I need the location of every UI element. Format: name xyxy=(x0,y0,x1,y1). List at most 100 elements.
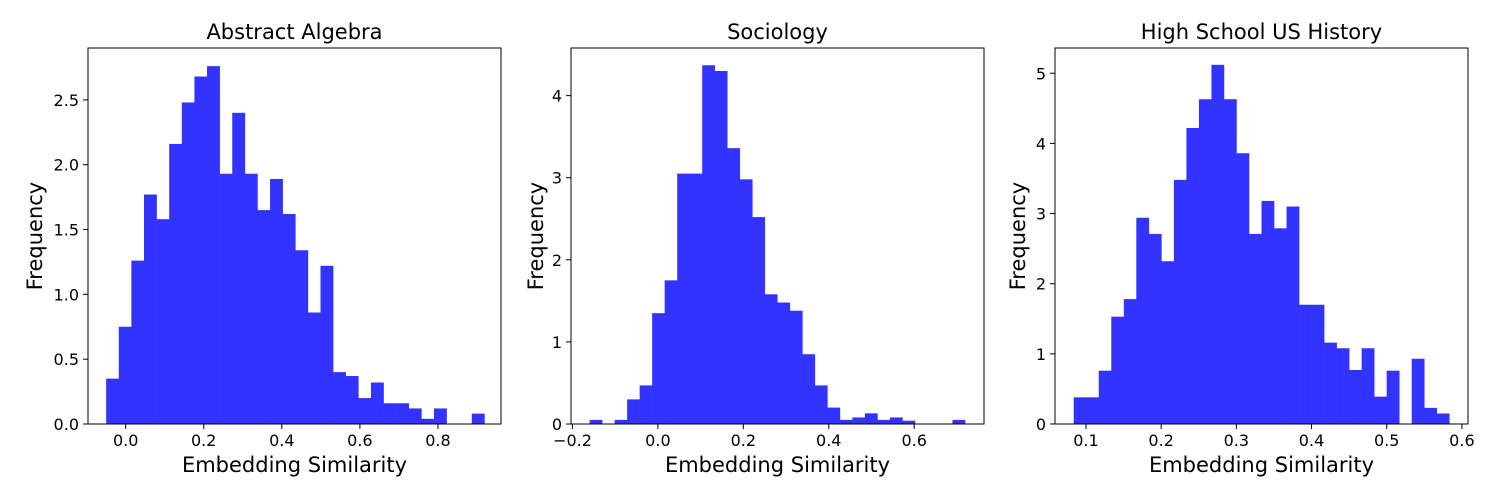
histogram-bar xyxy=(1386,370,1400,424)
histogram-bar xyxy=(902,420,916,424)
histogram-bar xyxy=(1148,233,1162,424)
x-tick-label: 0.1 xyxy=(1073,431,1098,450)
histogram-bar xyxy=(614,419,628,424)
x-axis-label: Embedding Similarity xyxy=(665,453,890,477)
histogram-bar xyxy=(396,403,410,424)
y-tick-label: 2.0 xyxy=(54,156,79,175)
histogram-bar xyxy=(689,173,703,424)
histogram-bar xyxy=(421,418,435,424)
y-tick-label: 3 xyxy=(552,169,562,188)
y-tick-label: 1.0 xyxy=(54,285,79,304)
histogram-bar xyxy=(639,385,653,424)
x-tick-label: 0.4 xyxy=(1299,431,1324,450)
histogram-bars xyxy=(589,65,966,424)
x-tick-label: −0.2 xyxy=(553,431,592,450)
histogram-bar xyxy=(889,417,903,424)
histogram-bars xyxy=(1073,64,1450,425)
y-axis-ticks: 0 1 2 3 4 xyxy=(552,87,571,434)
histogram-bar xyxy=(1073,397,1087,424)
histogram-high-school-us-history: 0.1 0.2 0.3 0.4 0.5 0.6 0 1 2 3 4 5 High School US… xyxy=(1006,20,1475,477)
histogram-bar xyxy=(952,419,966,424)
histogram-bar xyxy=(852,417,866,424)
histogram-bar xyxy=(143,194,157,424)
histogram-bar xyxy=(282,213,296,424)
histogram-bar xyxy=(1111,316,1125,424)
x-tick-label: 0.4 xyxy=(269,431,294,450)
histogram-bar xyxy=(118,326,132,424)
y-tick-label: 1 xyxy=(1036,345,1046,364)
y-tick-label: 2.5 xyxy=(54,91,79,110)
histogram-bar xyxy=(1173,179,1187,424)
x-tick-label: 0.0 xyxy=(113,431,138,450)
histogram-bar xyxy=(433,408,447,424)
histogram-bar xyxy=(383,403,397,424)
histogram-bar xyxy=(320,265,334,424)
histogram-bars xyxy=(106,66,485,425)
histogram-bar xyxy=(1211,64,1225,425)
histogram-bar xyxy=(1223,99,1237,424)
histogram-bar xyxy=(1086,397,1100,424)
histogram-bar xyxy=(677,173,690,424)
histogram-bar xyxy=(877,419,891,424)
histogram-bar xyxy=(802,354,816,424)
histogram-bar xyxy=(664,280,678,424)
chart-title: Abstract Algebra xyxy=(206,20,382,44)
y-tick-label: 1.5 xyxy=(54,221,79,240)
histogram-bar xyxy=(1123,299,1137,424)
histogram-bar xyxy=(714,70,728,424)
histogram-bar xyxy=(1336,348,1350,424)
x-tick-label: 0.2 xyxy=(731,431,756,450)
x-tick-label: 0.6 xyxy=(901,431,926,450)
x-tick-label: 0.3 xyxy=(1224,431,1249,450)
x-tick-label: 0.4 xyxy=(816,431,841,450)
histogram-bar xyxy=(169,143,183,424)
y-tick-label: 0 xyxy=(1036,415,1046,434)
x-tick-label: 0.2 xyxy=(1148,431,1173,450)
histogram-bar xyxy=(652,313,665,424)
x-axis-ticks: 0.0 0.2 0.4 0.6 0.8 xyxy=(113,424,451,450)
histogram-bar xyxy=(864,413,878,424)
plot-frame xyxy=(1054,47,1469,425)
y-tick-label: 1 xyxy=(552,333,562,352)
histogram-bar xyxy=(1186,127,1200,424)
y-tick-label: 0.0 xyxy=(54,415,79,434)
histogram-bar xyxy=(764,294,778,424)
y-tick-label: 4 xyxy=(1036,134,1046,153)
histogram-bar xyxy=(1248,233,1262,424)
histogram-bar xyxy=(627,399,640,424)
y-axis-label: Frequency xyxy=(1006,182,1030,291)
chart-title: High School US History xyxy=(1141,20,1382,44)
y-tick-label: 0 xyxy=(552,415,562,434)
histogram-bar xyxy=(839,419,853,424)
histogram-bar xyxy=(207,66,220,424)
histogram-bar xyxy=(194,76,208,424)
histogram-bar xyxy=(1349,369,1362,424)
histogram-bar xyxy=(370,382,384,424)
histogram-bar xyxy=(1299,304,1312,424)
x-tick-label: 0.6 xyxy=(347,431,372,450)
y-tick-label: 4 xyxy=(552,87,562,106)
histogram-bar xyxy=(106,378,120,424)
x-tick-label: 0.8 xyxy=(425,431,450,450)
histogram-bar xyxy=(1424,407,1438,424)
histogram-bar xyxy=(1411,358,1425,424)
y-tick-label: 2 xyxy=(1036,275,1046,294)
x-tick-label: 0.2 xyxy=(191,431,216,450)
histogram-bar xyxy=(752,217,766,424)
histogram-bar xyxy=(1374,396,1387,424)
y-axis-label: Frequency xyxy=(23,182,47,291)
histogram-bar xyxy=(270,178,283,424)
histogram-bar xyxy=(1098,370,1112,424)
histogram-bar xyxy=(702,65,716,424)
histogram-bar xyxy=(789,310,803,424)
x-tick-label: 0.5 xyxy=(1374,431,1399,450)
x-axis-label: Embedding Similarity xyxy=(1149,453,1374,477)
histogram-bar xyxy=(827,407,841,424)
histogram-bar xyxy=(156,219,170,424)
histogram-bar xyxy=(1136,217,1150,424)
y-tick-label: 0.5 xyxy=(54,350,79,369)
x-tick-label: 0.0 xyxy=(645,431,670,450)
histogram-bar xyxy=(1311,304,1325,424)
histogram-bar xyxy=(181,102,195,424)
